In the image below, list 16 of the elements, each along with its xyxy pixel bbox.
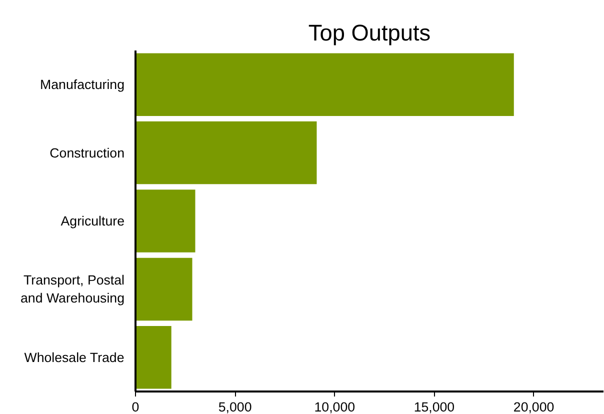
- y-tick-label: Manufacturing: [40, 77, 125, 92]
- y-tick-label: Construction: [50, 145, 125, 160]
- x-tick-label: 5,000: [218, 400, 252, 414]
- x-tick-label: 20,000: [513, 400, 554, 414]
- x-tick-label: 10,000: [314, 400, 356, 414]
- bar: [136, 258, 192, 321]
- y-tick-label: Agriculture: [60, 214, 125, 228]
- bar: [136, 53, 514, 116]
- chart-title: Top Outputs: [308, 20, 431, 46]
- bar: [136, 326, 172, 389]
- x-tick-label: 15,000: [414, 400, 455, 414]
- bar: [136, 190, 196, 252]
- x-tick-label: 0: [132, 400, 140, 414]
- bar: [136, 121, 317, 184]
- y-tick-label: Transport, Postal and Warehousing: [20, 272, 125, 306]
- y-tick-label: Wholesale Trade: [24, 350, 124, 365]
